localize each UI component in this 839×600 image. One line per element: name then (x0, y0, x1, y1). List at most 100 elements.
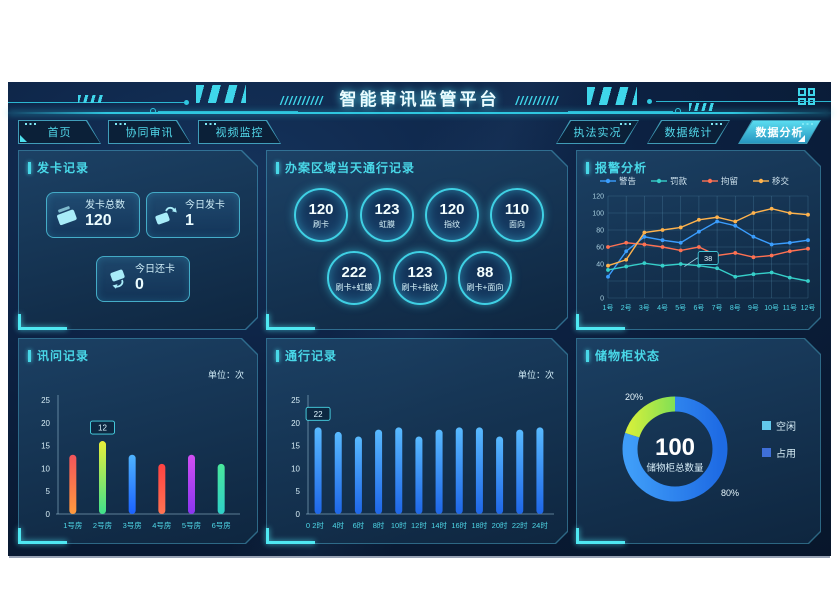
interrogation-bar-chart[interactable]: 0 5 10 15 20 25 1号房 2号房 3号房 4号房 5号房 6号房 12 (22, 374, 250, 542)
title-slash-left: ////////// (280, 94, 324, 108)
title-bar-icon (276, 162, 279, 174)
svg-text:储物柜总数量: 储物柜总数量 (646, 462, 704, 474)
legend-marker-icon (651, 178, 668, 184)
legend-item: 罚款 (651, 175, 687, 187)
svg-text:3号房: 3号房 (123, 520, 142, 530)
svg-text:6时: 6时 (353, 520, 365, 530)
page-title: 智能审讯监管平台 (339, 90, 500, 109)
legend-marker-icon (753, 178, 770, 184)
svg-text:10号: 10号 (764, 304, 779, 312)
svg-text:4时: 4时 (332, 520, 344, 530)
svg-text:80%: 80% (721, 488, 739, 498)
panel-title: 讯问记录 (28, 347, 89, 364)
tab-dots-icon (25, 123, 37, 125)
tab-video-monitoring[interactable]: 视频监控 (198, 120, 281, 144)
grid-menu-icon[interactable] (798, 88, 815, 105)
panel-title: 办案区域当天通行记录 (276, 159, 415, 176)
tab-home[interactable]: 首页 (18, 120, 101, 144)
nav-right-tabs: 执法实况 数据统计 数据分析 (556, 120, 821, 144)
stat-label: 今日发卡 (185, 200, 225, 212)
svg-text:120: 120 (592, 194, 604, 201)
svg-text:5号: 5号 (675, 304, 686, 312)
svg-text:100: 100 (592, 211, 604, 218)
legend-item: 移交 (753, 175, 789, 187)
svg-text:1号房: 1号房 (63, 520, 82, 530)
alarm-line-chart[interactable]: 0 40 60 80 100 120 1号 2号 3号 4号 5号 6号 7号 8号 9号 10号 11号 12号… (582, 188, 815, 324)
svg-text:1号: 1号 (603, 304, 614, 312)
svg-text:7号: 7号 (712, 304, 723, 312)
legend-item-occupied: 占用 (762, 445, 796, 460)
title-bar-icon (28, 162, 31, 174)
svg-text:20: 20 (291, 419, 300, 428)
pass-circle-fingerprint: 120 指纹 (425, 188, 479, 242)
tab-data-analysis[interactable]: 数据分析 (738, 120, 821, 144)
stat-card-total-issued: 发卡总数 120 (46, 192, 140, 238)
pass-circle-swipe-iris: 222 刷卡+虹膜 (327, 251, 381, 305)
nav-left-tabs: 首页 协同审讯 视频监控 (18, 120, 281, 144)
grid-menu-icon-cell (798, 88, 806, 96)
svg-text:8时: 8时 (373, 520, 385, 530)
card-issue-icon (155, 206, 177, 225)
svg-text:2号房: 2号房 (93, 520, 112, 530)
title-bar-icon (28, 350, 31, 362)
svg-text:10: 10 (291, 464, 300, 473)
grid-menu-icon-cell (807, 88, 815, 96)
svg-text:4号: 4号 (657, 304, 668, 312)
legend-item: 警告 (600, 175, 636, 187)
svg-text:25: 25 (291, 396, 300, 405)
svg-text:10时: 10时 (391, 520, 407, 530)
locker-legend: 空闲 占用 (762, 418, 796, 460)
card-stack-icon (57, 206, 77, 226)
stat-value: 120 (85, 211, 112, 229)
stat-label: 今日还卡 (135, 264, 175, 276)
svg-text:15: 15 (291, 442, 300, 451)
svg-text:5: 5 (46, 487, 51, 496)
svg-text:24时: 24时 (532, 520, 548, 530)
svg-text:15: 15 (41, 442, 50, 451)
title-bar-icon (586, 350, 589, 362)
svg-text:3号: 3号 (639, 304, 650, 312)
svg-text:60: 60 (596, 245, 604, 252)
svg-text:20%: 20% (625, 392, 643, 402)
panel-title: 报警分析 (586, 159, 647, 176)
pass-circle-swipe-face: 88 刷卡+面向 (458, 251, 512, 305)
legend-item-free: 空闲 (762, 418, 796, 433)
panel-area-pass-records: 办案区域当天通行记录 120 刷卡 123 虹膜 120 指纹 110 面向 222 刷卡… (266, 150, 568, 330)
tab-law-enforcement-live[interactable]: 执法实况 (556, 120, 639, 144)
panel-interrogation-records: 讯问记录 单位：次 0 5 10 15 20 25 1号房 2号房 3号房 4号房 5号房 6号房 12 (18, 338, 258, 544)
stat-value: 0 (135, 275, 144, 293)
tab-dots-icon (802, 123, 814, 125)
tab-collaborative-interrogation[interactable]: 协同审讯 (108, 120, 191, 144)
title-bar-icon (586, 162, 589, 174)
title-bar-icon (276, 350, 279, 362)
header-divider-line (8, 112, 831, 114)
tab-corner-triangle (20, 135, 27, 142)
tab-data-statistics[interactable]: 数据统计 (647, 120, 730, 144)
svg-text:6号房: 6号房 (212, 520, 231, 530)
unit-label: 单位：次 (207, 370, 244, 380)
svg-text:4号房: 4号房 (152, 520, 171, 530)
svg-text:0: 0 (296, 510, 301, 519)
pass-circle-swipe: 120 刷卡 (294, 188, 348, 242)
svg-text:25: 25 (41, 396, 50, 405)
svg-text:22: 22 (314, 410, 323, 419)
panel-title: 储物柜状态 (586, 347, 660, 364)
legend-swatch (762, 421, 771, 430)
svg-text:22时: 22时 (512, 520, 528, 530)
svg-text:100: 100 (655, 434, 695, 461)
tab-active-triangle (798, 135, 805, 142)
pass-circle-swipe-fingerprint: 123 刷卡+指纹 (393, 251, 447, 305)
svg-text:20: 20 (41, 419, 50, 428)
panel-card-records: 发卡记录 发卡总数 120 今日发卡 1 (18, 150, 258, 330)
svg-text:0: 0 (46, 510, 51, 519)
page-title-row: ////////// 智能审讯监管平台 ////////// (8, 85, 831, 110)
stat-card-returned-today: 今日还卡 0 (96, 256, 190, 302)
svg-text:40: 40 (596, 262, 604, 269)
svg-text:0: 0 (600, 296, 604, 303)
panel-title: 发卡记录 (28, 159, 89, 176)
unit-label: 单位：次 (517, 370, 554, 380)
svg-text:16时: 16时 (451, 520, 467, 530)
